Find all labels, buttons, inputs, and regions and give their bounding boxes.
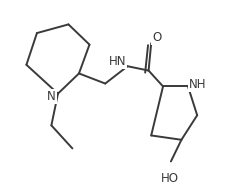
Text: HO: HO [161,171,179,184]
Text: N: N [47,90,56,103]
Text: HN: HN [109,55,126,68]
Text: O: O [152,31,161,44]
Text: NH: NH [189,78,207,92]
